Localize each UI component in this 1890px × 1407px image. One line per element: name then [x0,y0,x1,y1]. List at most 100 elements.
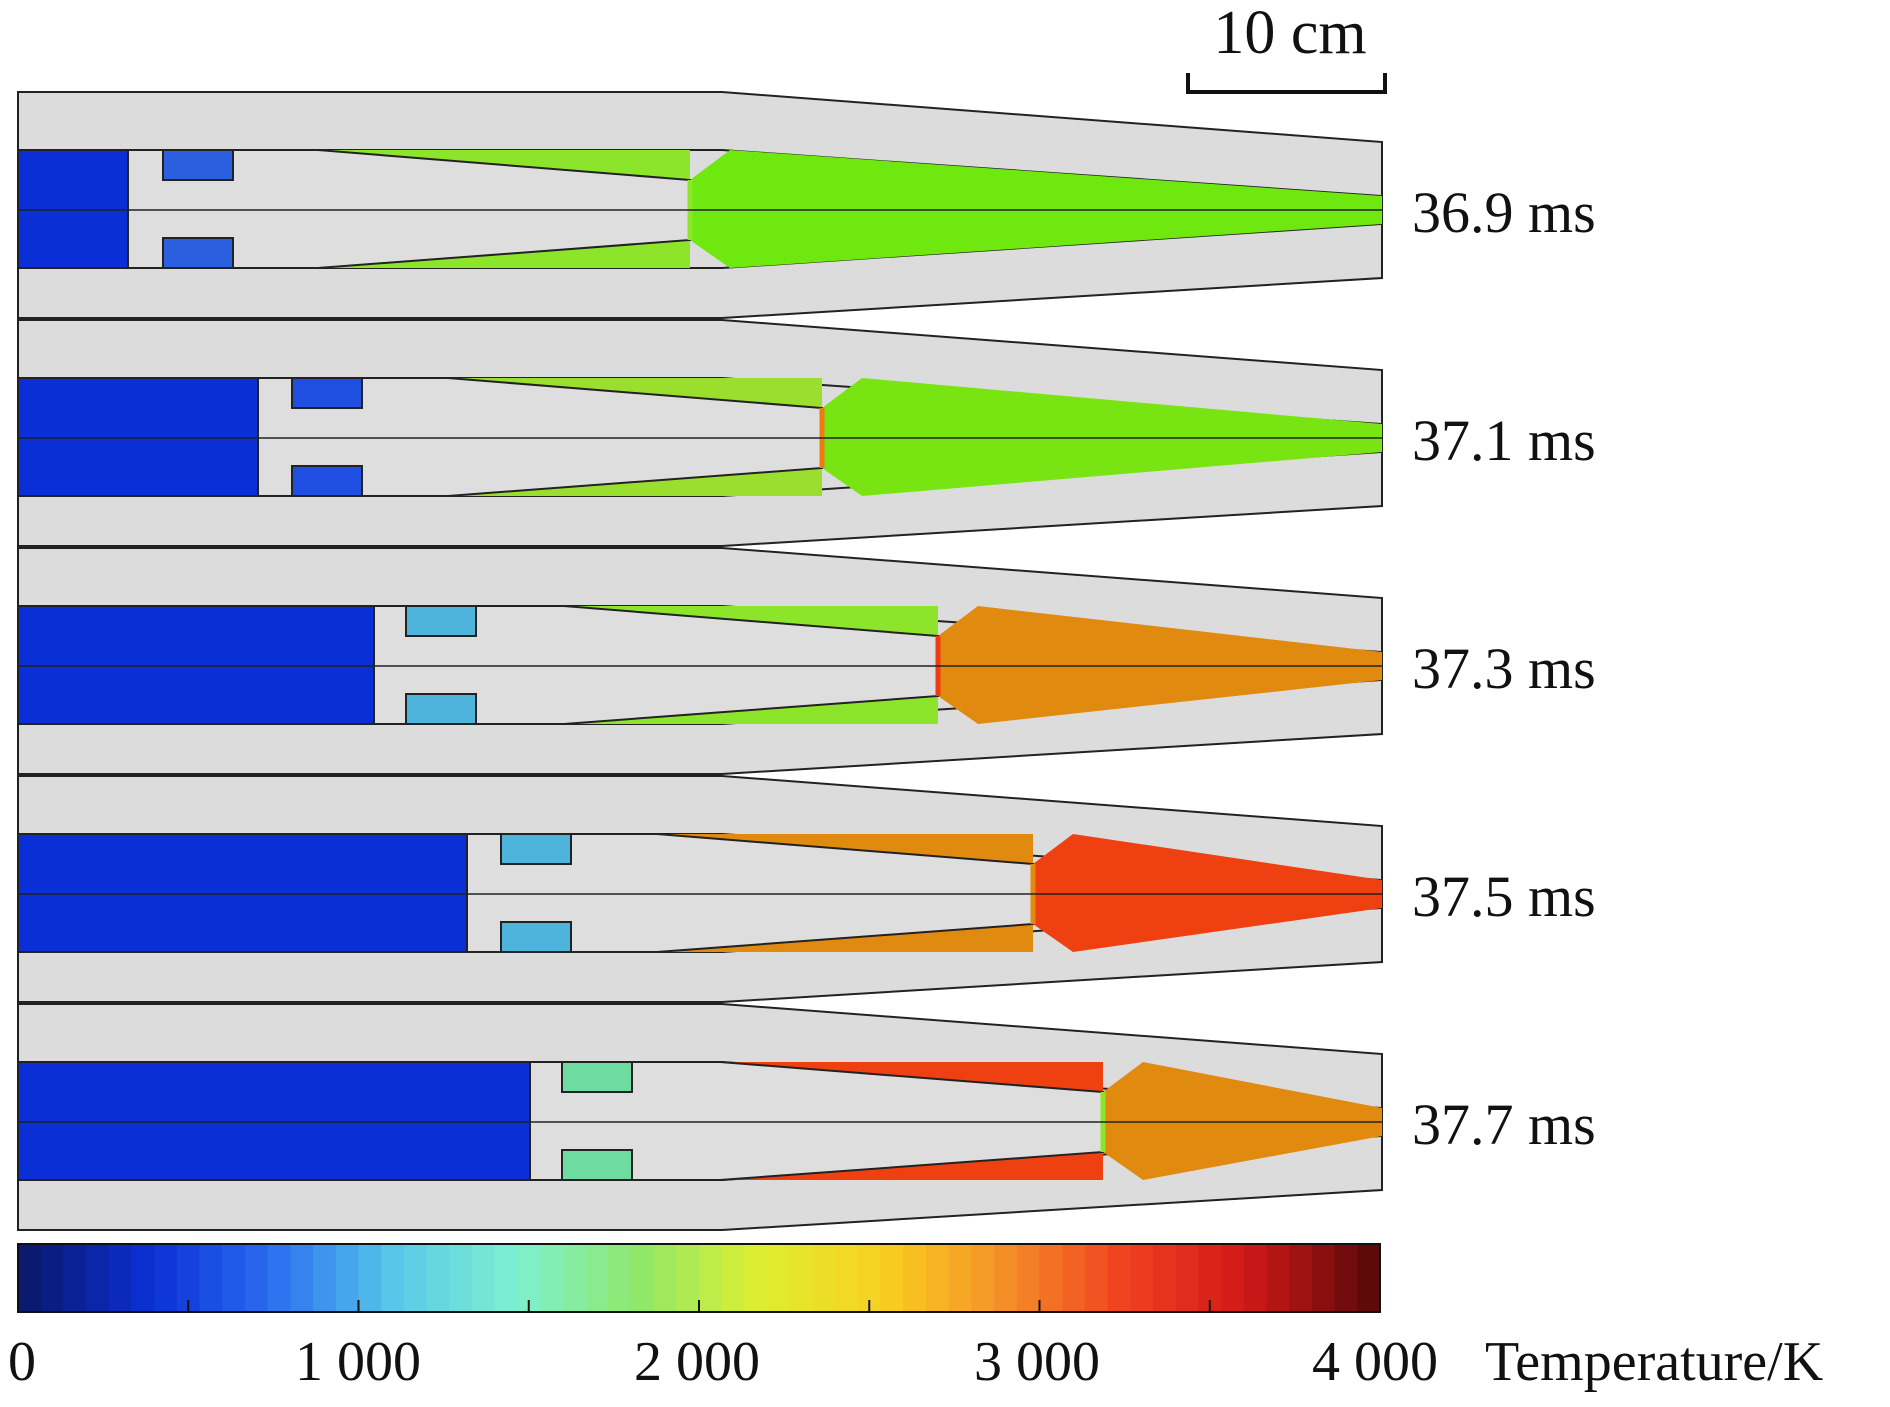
colorbar-cell [1198,1244,1222,1312]
groove-upper [500,833,572,865]
piston [17,377,259,497]
colorbar-cell [721,1244,745,1312]
colorbar-cell [494,1244,518,1312]
scale-bar-line [1186,73,1387,94]
colorbar-tick-3000: 3 000 [974,1331,1100,1393]
colorbar-cell [676,1244,700,1312]
colorbar-cell [63,1244,87,1312]
colorbar-cell [562,1244,586,1312]
colorbar-cell [812,1244,836,1312]
colorbar-cell [1311,1244,1336,1312]
colorbar-cell [131,1244,155,1312]
colorbar-cell [971,1244,995,1312]
colorbar-cell [426,1244,450,1312]
colorbar-cell [789,1244,813,1312]
groove-upper [561,1061,633,1093]
colorbar-cell [1084,1244,1109,1312]
panel-time-label: 37.7 ms [1412,1092,1596,1157]
flame-zone [822,378,1382,496]
colorbar-cell [199,1244,223,1312]
flame-zone [690,150,1382,268]
colorbar-cell [1039,1244,1063,1312]
colorbar-cell [585,1244,609,1312]
colorbar-tick-0: 0 [8,1331,36,1393]
contour-panels: 36.9 ms 37.1 ms 37.3 ms 37.5 ms 37.7 ms [17,91,1596,1231]
colorbar-cell [1153,1244,1177,1312]
colorbar-ticks [17,1300,1381,1312]
colorbar-cell [517,1244,541,1312]
groove-upper [405,605,477,637]
colorbar-cell [835,1244,859,1312]
colorbar-cell [1243,1244,1267,1312]
piston [17,605,375,725]
colorbar-cell [880,1244,904,1312]
colorbar-cell [108,1244,132,1312]
colorbar-cell [857,1244,882,1312]
piston [17,149,129,269]
colorbar-cell [358,1244,382,1312]
colorbar-title: Temperature/K [1485,1331,1823,1393]
panel-4: 37.5 ms [17,775,1596,1003]
colorbar-cell [903,1244,927,1312]
panel-1: 36.9 ms [17,91,1596,319]
groove-lower [561,1149,633,1181]
scale-bar: 10 cm [1186,0,1387,94]
flame-zone [1103,1062,1382,1180]
colorbar-cell [1221,1244,1245,1312]
colorbar-cell [630,1244,655,1312]
colorbar-cell [18,1244,42,1312]
groove-lower [405,693,477,725]
piston [17,833,468,953]
panel-time-label: 37.1 ms [1412,408,1596,473]
groove-lower [162,237,234,269]
colorbar-cell [1289,1244,1313,1312]
groove-lower [500,921,572,953]
panel-time-label: 37.5 ms [1412,864,1596,929]
colorbar-cell [381,1244,405,1312]
colorbar-cell [1175,1244,1199,1312]
colorbar-cell [767,1244,791,1312]
panel-time-label: 37.3 ms [1412,636,1596,701]
colorbar-tick-2000: 2 000 [634,1331,760,1393]
colorbar-cell [1357,1244,1381,1312]
colorbar-cell [267,1244,291,1312]
colorbar-cell [608,1244,632,1312]
colorbar-cell [1334,1244,1358,1312]
panel-3: 37.3 ms [17,547,1596,775]
colorbar-cell [449,1244,473,1312]
piston [17,1061,531,1181]
colorbar-cell [1130,1244,1154,1312]
colorbar-cell [313,1244,337,1312]
colorbar-cell [1266,1244,1290,1312]
colorbar-cell [86,1244,110,1312]
colorbar-cell [290,1244,314,1312]
colorbar-cell [1062,1244,1086,1312]
colorbar-cell [1016,1244,1040,1312]
colorbar-tick-4000: 4 000 [1312,1331,1438,1393]
panel-2: 37.1 ms [17,319,1596,547]
colorbar-gradient [18,1244,1381,1312]
colorbar-cell [222,1244,246,1312]
panel-time-label: 36.9 ms [1412,180,1596,245]
colorbar-cell [154,1244,178,1312]
colorbar-cell [653,1244,677,1312]
colorbar-cell [335,1244,359,1312]
colorbar-cell [948,1244,972,1312]
groove-lower [291,465,363,497]
colorbar-cell [926,1244,950,1312]
colorbar-cell [1107,1244,1131,1312]
colorbar-cell [176,1244,201,1312]
colorbar-cell [699,1244,723,1312]
colorbar-cell [403,1244,428,1312]
colorbar: 0 1 000 2 000 3 000 4 000 Temperature/K [8,1243,1823,1393]
colorbar-cell [540,1244,564,1312]
flame-zone [938,606,1382,724]
colorbar-cell [40,1244,64,1312]
colorbar-cell [472,1244,496,1312]
flame-zone [1033,834,1382,952]
colorbar-tick-1000: 1 000 [295,1331,421,1393]
groove-upper [291,377,363,409]
scale-bar-label: 10 cm [1213,0,1366,67]
